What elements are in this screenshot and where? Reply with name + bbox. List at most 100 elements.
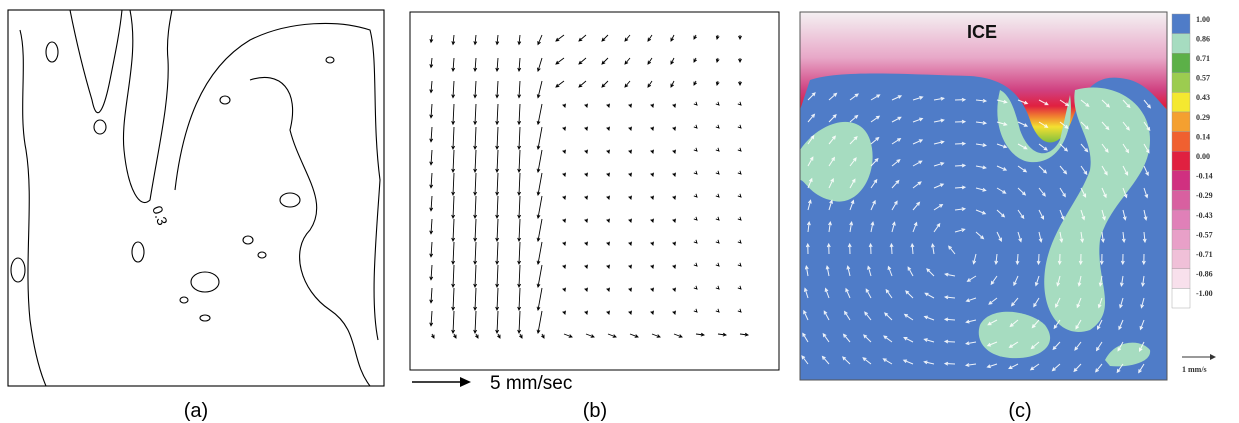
vector-arrow xyxy=(988,297,998,305)
vector-arrow xyxy=(996,165,1008,171)
vector-arrow xyxy=(737,308,742,313)
vector-arrow xyxy=(737,101,742,106)
vector-arrow xyxy=(1122,187,1128,199)
vector-arrow xyxy=(715,57,720,63)
vector-arrow xyxy=(1100,231,1105,244)
vector-arrow xyxy=(841,356,851,365)
vector-arrow xyxy=(1080,187,1087,198)
vector-arrow xyxy=(495,287,500,312)
vector-arrow xyxy=(891,221,896,233)
vector-arrow xyxy=(536,172,543,196)
vector-arrow xyxy=(933,118,945,123)
vector-arrow xyxy=(990,275,998,286)
vector-arrow xyxy=(1029,363,1040,371)
colorbar-swatch xyxy=(1171,53,1191,74)
vector-arrow xyxy=(670,80,675,88)
contour xyxy=(190,271,220,293)
vector-arrow xyxy=(585,333,595,338)
vector-arrow xyxy=(902,359,914,365)
vector-arrow xyxy=(1059,165,1068,175)
vector-arrow xyxy=(429,218,434,235)
vector-arrow xyxy=(1118,319,1124,331)
colorbar-swatch xyxy=(1171,111,1191,132)
vector-arrow xyxy=(693,124,698,129)
vector-arrow xyxy=(1015,253,1020,266)
vector-arrow xyxy=(1140,297,1145,309)
vector-arrow xyxy=(807,92,816,101)
vector-arrow xyxy=(863,334,872,343)
colorbar-swatch xyxy=(1171,72,1191,93)
vector-arrow xyxy=(473,264,478,289)
vector-arrow xyxy=(451,195,456,220)
colorbar-label: 1.00 xyxy=(1196,15,1210,24)
vector-arrow xyxy=(807,199,812,211)
scale-label: 5 mm/sec xyxy=(490,373,572,394)
vector-arrow xyxy=(1097,319,1103,330)
vector-arrow xyxy=(996,99,1008,104)
contour xyxy=(242,235,254,245)
vector-arrow xyxy=(715,262,720,267)
vector-arrow xyxy=(555,34,565,42)
vector-arrow xyxy=(849,157,857,167)
vector-arrow xyxy=(693,308,698,313)
vector-arrow xyxy=(944,272,956,277)
vector-arrow xyxy=(1122,143,1130,154)
vector-arrow xyxy=(1119,275,1124,287)
vector-arrow xyxy=(737,285,742,290)
colorbar-label: -0.43 xyxy=(1196,211,1213,220)
vector-arrow xyxy=(562,126,566,131)
vector-arrow xyxy=(584,103,588,108)
vector-arrow xyxy=(849,135,858,145)
vector-arrow xyxy=(650,149,654,154)
vector-arrow xyxy=(889,242,894,255)
vector-arrow xyxy=(1143,187,1149,199)
vector-arrow xyxy=(975,120,988,125)
vector-arrow xyxy=(429,57,434,69)
vector-arrow xyxy=(912,95,924,101)
colorbar-label: -0.86 xyxy=(1196,270,1213,279)
vector-arrow xyxy=(451,287,456,312)
vector-arrow xyxy=(737,216,742,221)
vector-arrow xyxy=(429,195,434,212)
vector-arrow xyxy=(1074,341,1082,351)
vector-arrow xyxy=(1076,297,1082,309)
vector-arrow xyxy=(844,310,851,321)
vector-arrow xyxy=(519,333,523,339)
vector-arrow xyxy=(1038,99,1049,106)
vector-arrow xyxy=(647,57,653,65)
vector-arrow xyxy=(473,149,478,174)
vector-arrow xyxy=(943,361,956,366)
vector-arrow xyxy=(965,341,977,346)
vector-arrow xyxy=(495,126,500,151)
vector-arrow xyxy=(954,163,967,168)
colorbar-label: 0.43 xyxy=(1196,93,1210,102)
vector-arrow xyxy=(954,119,967,124)
vector-arrow xyxy=(912,201,921,211)
vector-arrow xyxy=(536,103,543,126)
contour xyxy=(93,119,107,135)
vector-arrow xyxy=(650,195,654,200)
panel-a xyxy=(7,9,385,387)
vector-arrow xyxy=(584,241,588,246)
vector-arrow xyxy=(822,332,830,343)
vector-arrow xyxy=(1038,121,1049,128)
vector-arrow xyxy=(473,195,478,220)
colorbar-swatch xyxy=(1171,33,1191,54)
colorbar-label: 0.29 xyxy=(1196,113,1210,122)
vector-arrow xyxy=(672,241,676,246)
vector-arrow xyxy=(870,136,880,145)
vector-arrow xyxy=(1030,341,1040,350)
vector-arrow xyxy=(672,264,676,269)
vector-arrow xyxy=(606,195,610,200)
vector-arrow xyxy=(1059,121,1069,129)
vector-arrow xyxy=(948,245,956,255)
vector-arrow xyxy=(584,195,588,200)
vector-arrow xyxy=(924,292,935,299)
vector-arrow xyxy=(563,333,573,338)
vector-arrow xyxy=(1059,209,1065,221)
vector-arrow xyxy=(473,287,478,312)
colorbar-swatch xyxy=(1171,288,1191,309)
vector-arrow xyxy=(1073,363,1082,373)
vector-arrow xyxy=(624,34,631,42)
vector-arrow xyxy=(473,310,478,335)
